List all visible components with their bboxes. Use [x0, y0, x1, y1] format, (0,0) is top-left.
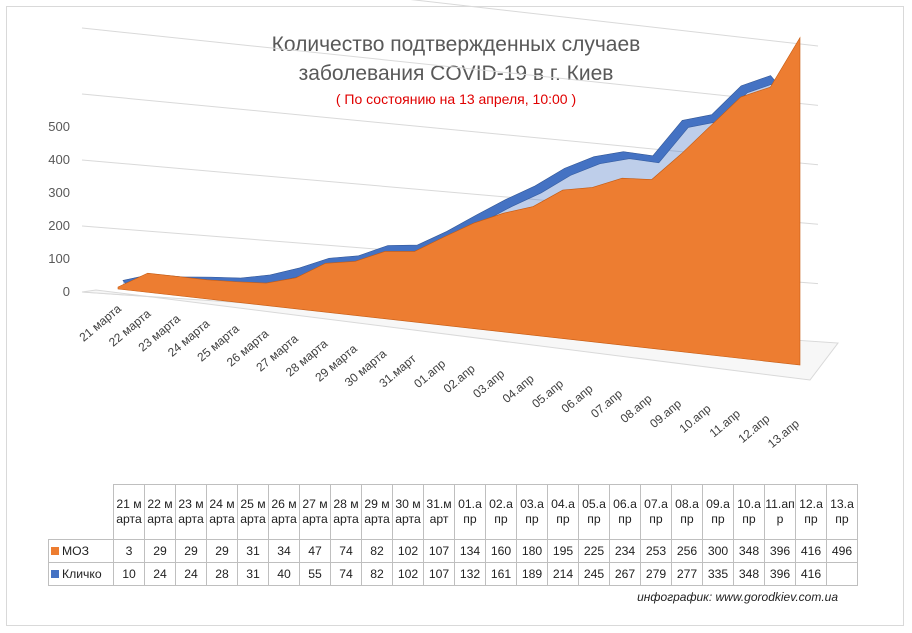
table-cell: 28 — [206, 562, 238, 586]
chart-title-line2: заболевания COVID-19 в г. Киев — [298, 62, 614, 85]
table-header-cell: 22 марта — [144, 484, 176, 540]
series-label: Кличко — [48, 562, 114, 586]
table-header-cell: 09.апр — [702, 484, 734, 540]
table-cell: 348 — [733, 562, 765, 586]
table-header-cell: 07.апр — [640, 484, 672, 540]
table-header-cell: 26 марта — [268, 484, 300, 540]
chart-subtitle: ( По состоянию на 13 апреля, 10:00 ) — [335, 91, 577, 107]
table-header-cell: 12.апр — [795, 484, 827, 540]
table-cell: 253 — [640, 539, 672, 563]
table-header-cell: 10.апр — [733, 484, 765, 540]
table-header-cell: 04.апр — [547, 484, 579, 540]
legend-key-icon — [51, 570, 59, 579]
table-cell: 3 — [113, 539, 145, 563]
table-cell: 189 — [516, 562, 548, 586]
table-cell: 31 — [237, 562, 269, 586]
table-header-cell: 30 марта — [392, 484, 424, 540]
table-cell: 55 — [299, 562, 331, 586]
table-cell: 214 — [547, 562, 579, 586]
table-cell: 234 — [609, 539, 641, 563]
table-cell: 29 — [144, 539, 176, 563]
table-cell: 24 — [175, 562, 207, 586]
table-cell: 107 — [423, 539, 455, 563]
table-cell: 29 — [206, 539, 238, 563]
table-row: МОЗ 3 29 29 29 31 34 47 74 82 102 107 134 160 180 195 22… — [48, 539, 858, 563]
table-header-cell: 06.апр — [609, 484, 641, 540]
table-cell: 348 — [733, 539, 765, 563]
credit-text: инфографик: www.gorodkiev.com.ua — [637, 590, 838, 604]
table-cell: 279 — [640, 562, 672, 586]
chart-title: Количество подтвержденных случаев — [271, 33, 641, 56]
series-area-1 — [117, 36, 801, 366]
table-cell: 180 — [516, 539, 548, 563]
table-cell: 107 — [423, 562, 455, 586]
table-cell: 161 — [485, 562, 517, 586]
table-cell: 10 — [113, 562, 145, 586]
table-cell: 256 — [671, 539, 703, 563]
table-header-cell: 08.апр — [671, 484, 703, 540]
y-tick-label: 200 — [48, 218, 70, 233]
data-table: 21 марта 22 марта 23 марта 24 марта 25 марта… — [48, 484, 858, 586]
table-header-cell: 05.апр — [578, 484, 610, 540]
table-header-cell: 02.апр — [485, 484, 517, 540]
table-header-cell: 29 марта — [361, 484, 393, 540]
table-header-cell: 21 марта — [113, 484, 145, 540]
table-header-cell: 13.апр — [826, 484, 858, 540]
series-name: МОЗ — [62, 543, 89, 558]
y-tick-label: 500 — [48, 119, 70, 134]
table-cell: 82 — [361, 562, 393, 586]
table-cell: 132 — [454, 562, 486, 586]
table-cell: 396 — [764, 539, 796, 563]
table-cell: 300 — [702, 539, 734, 563]
table-cell: 47 — [299, 539, 331, 563]
table-cell: 102 — [392, 562, 424, 586]
y-tick-label: 300 — [48, 185, 70, 200]
table-header-cell: 11.апр — [764, 484, 796, 540]
table-header-cell: 25 марта — [237, 484, 269, 540]
table-cell: 416 — [795, 539, 827, 563]
gridline — [81, 27, 819, 106]
gridline — [410, 0, 819, 47]
table-cell: 267 — [609, 562, 641, 586]
y-tick-label: 100 — [48, 251, 70, 266]
table-cell: 335 — [702, 562, 734, 586]
table-header-cell: 27 марта — [299, 484, 331, 540]
table-cell: 24 — [144, 562, 176, 586]
table-header-cell: 31.март — [423, 484, 455, 540]
table-cell: 225 — [578, 539, 610, 563]
table-cell: 134 — [454, 539, 486, 563]
table-cell: 34 — [268, 539, 300, 563]
table-header-cell: 28 марта — [330, 484, 362, 540]
table-cell: 496 — [826, 539, 858, 563]
y-tick-label: 0 — [63, 284, 70, 299]
y-tick-label: 400 — [48, 152, 70, 167]
table-cell: 82 — [361, 539, 393, 563]
table-cell: 102 — [392, 539, 424, 563]
table-cell: 277 — [671, 562, 703, 586]
table-corner — [48, 484, 114, 540]
table-cell: 31 — [237, 539, 269, 563]
table-cell: 245 — [578, 562, 610, 586]
table-cell: 29 — [175, 539, 207, 563]
table-cell: 160 — [485, 539, 517, 563]
table-cell — [826, 562, 858, 586]
series-name: Кличко — [62, 566, 102, 581]
series-label: МОЗ — [48, 539, 114, 563]
table-cell: 40 — [268, 562, 300, 586]
table-row: Кличко 10 24 24 28 31 40 55 74 82 102 107 132 161 189 2… — [48, 562, 858, 586]
table-header-cell: 23 марта — [175, 484, 207, 540]
table-cell: 74 — [330, 562, 362, 586]
table-cell: 74 — [330, 539, 362, 563]
table-header-cell: 24 марта — [206, 484, 238, 540]
table-cell: 396 — [764, 562, 796, 586]
table-header-cell: 01.апр — [454, 484, 486, 540]
table-cell: 416 — [795, 562, 827, 586]
legend-key-icon — [51, 547, 59, 556]
table-header-cell: 03.апр — [516, 484, 548, 540]
chart-frame — [6, 6, 904, 626]
table-cell: 195 — [547, 539, 579, 563]
